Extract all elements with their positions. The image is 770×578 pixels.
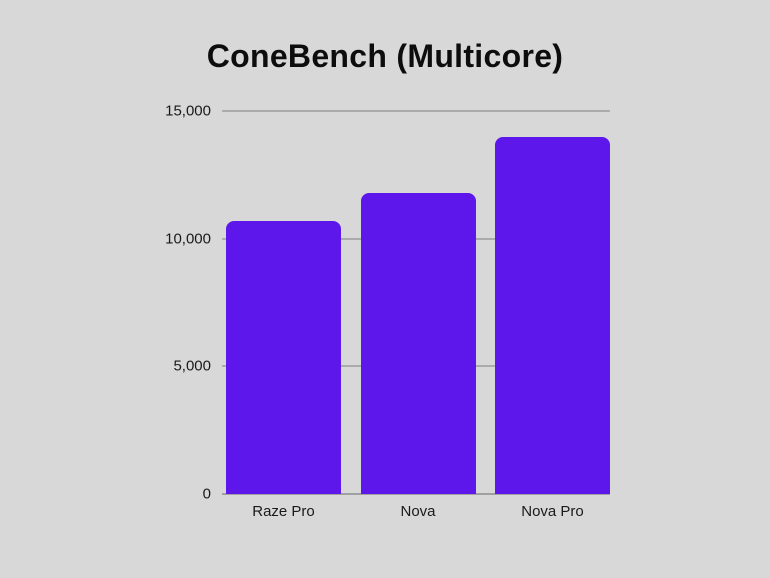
bars-group: Raze Pro Nova Nova Pro — [222, 111, 610, 520]
plot-area: Raze Pro Nova Nova Pro 0 5,000 10,000 15,000 — [165, 104, 610, 520]
x-category-label-nova: Nova — [400, 503, 436, 520]
bar-column-nova: Nova — [360, 111, 476, 520]
bar-column-nova-pro: Nova Pro — [495, 111, 610, 520]
bar-raze-pro — [226, 220, 341, 494]
bar-nova-pro — [495, 136, 610, 494]
x-axis-line — [222, 493, 610, 495]
y-tick-label-0: 0 — [202, 485, 211, 503]
bar-nova — [360, 192, 476, 494]
bar-column-raze-pro: Raze Pro — [226, 111, 341, 520]
x-category-label-raze-pro: Raze Pro — [252, 503, 315, 520]
y-tick-label-10000: 10,000 — [165, 230, 211, 248]
chart-title: ConeBench (Multicore) — [206, 38, 564, 74]
x-category-label-nova-pro: Nova Pro — [521, 503, 584, 520]
y-tick-label-5000: 5,000 — [173, 357, 211, 375]
gridline-15000 — [222, 110, 610, 112]
y-tick-label-15000: 15,000 — [165, 102, 211, 120]
